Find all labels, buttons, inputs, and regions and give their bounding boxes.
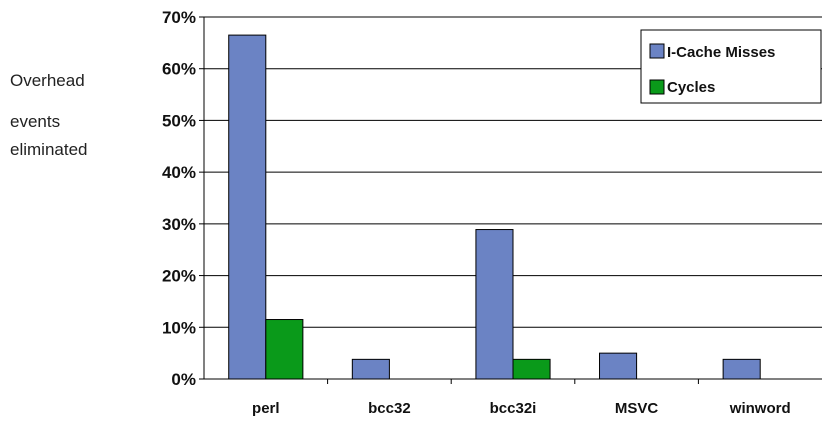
bar-i-cache-misses-msvc bbox=[599, 352, 638, 380]
x-category-label-winword: winword bbox=[729, 400, 791, 417]
y-axis-label-line: Overhead bbox=[10, 71, 85, 90]
bar-i-cache-misses-perl bbox=[228, 34, 267, 380]
bar-cycles-bcc32i bbox=[512, 358, 551, 380]
x-category-label-bcc32: bcc32 bbox=[368, 400, 411, 417]
bar-cycles-perl bbox=[265, 319, 304, 380]
bar-i-cache-misses-winword bbox=[722, 358, 761, 380]
legend-label-icache: I-Cache Misses bbox=[667, 44, 775, 61]
y-tick-label: 30% bbox=[162, 215, 196, 234]
bar-i-cache-misses-bcc32 bbox=[351, 358, 390, 380]
axes bbox=[199, 16, 822, 384]
x-category-label-bcc32i: bcc32i bbox=[490, 400, 537, 417]
legend: I-Cache Misses Cycles bbox=[640, 29, 822, 104]
y-tick-labels: 0% 10% 20% 30% 40% 50% 60% 70% bbox=[162, 8, 196, 389]
legend-label-cycles: Cycles bbox=[667, 79, 715, 96]
y-tick-label: 70% bbox=[162, 8, 196, 27]
x-category-label-perl: perl bbox=[252, 400, 280, 417]
y-tick-label: 40% bbox=[162, 163, 196, 182]
y-tick-label: 50% bbox=[162, 111, 196, 130]
gridlines bbox=[204, 16, 822, 328]
y-axis-label-line: events bbox=[10, 112, 60, 131]
y-axis-label-line: eliminated bbox=[10, 140, 88, 159]
legend-swatch-icache bbox=[649, 43, 665, 59]
legend-box bbox=[640, 29, 822, 104]
y-tick-label: 10% bbox=[162, 318, 196, 337]
x-category-labels: perl bcc32 bcc32i MSVC winword bbox=[252, 400, 791, 417]
y-tick-label: 0% bbox=[171, 370, 196, 389]
legend-swatch-cycles bbox=[649, 79, 665, 95]
y-tick-label: 60% bbox=[162, 60, 196, 79]
bar-i-cache-misses-bcc32i bbox=[475, 229, 514, 380]
y-axis-label: Overhead events eliminated bbox=[10, 71, 88, 159]
x-category-label-msvc: MSVC bbox=[615, 400, 659, 417]
y-tick-label: 20% bbox=[162, 267, 196, 286]
